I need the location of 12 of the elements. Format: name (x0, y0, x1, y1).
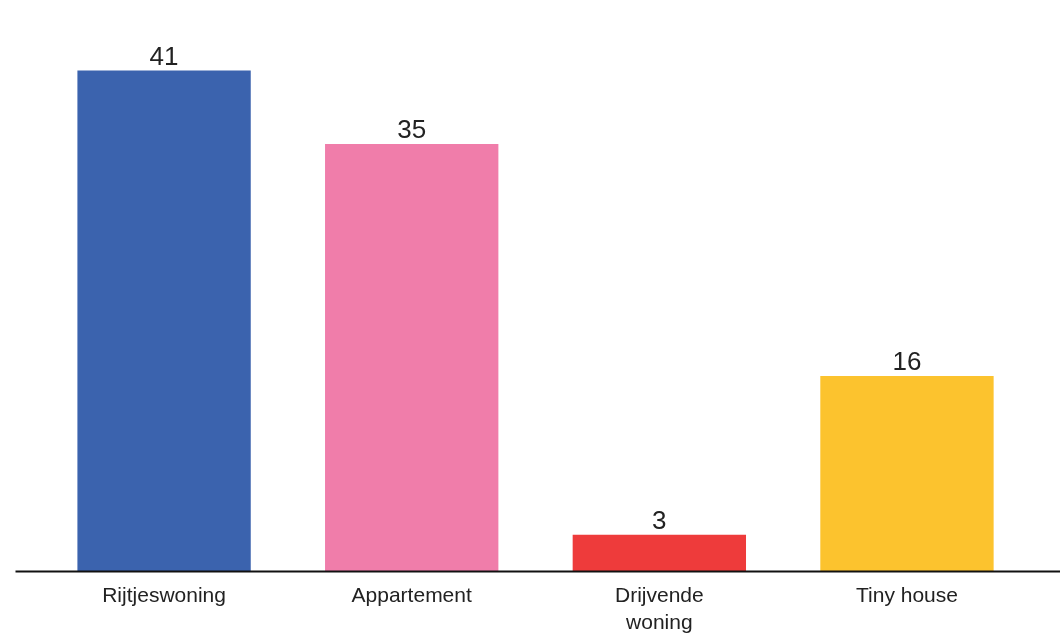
bar (325, 143, 499, 572)
x-tick-label: Tiny house (856, 582, 958, 606)
data-label: 16 (892, 346, 922, 377)
data-label: 35 (397, 113, 427, 144)
data-label: 3 (652, 504, 667, 535)
bar (820, 376, 994, 572)
x-tick-label: Drijvende woning (614, 582, 704, 634)
data-label: 41 (149, 40, 179, 71)
x-tick-label: Rijtjeswoning (102, 582, 226, 606)
bar (77, 70, 251, 572)
bar (572, 534, 747, 572)
x-tick-label: Appartement (351, 582, 472, 606)
